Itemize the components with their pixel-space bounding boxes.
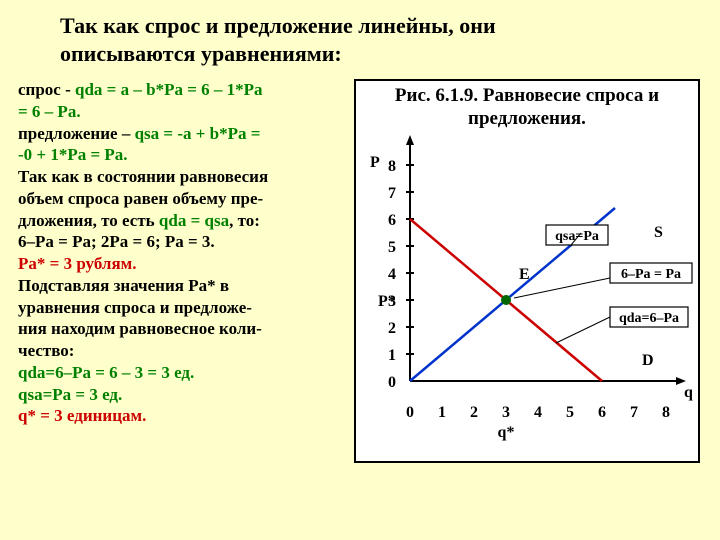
right-chart: Рис. 6.1.9. Равновесие спроса и предложе…: [348, 79, 706, 427]
p3: дложения, то есть qda = qsa, то:: [18, 210, 348, 232]
svg-text:6: 6: [388, 212, 396, 229]
svg-text:1: 1: [388, 347, 396, 364]
svg-text:6: 6: [598, 404, 606, 421]
svg-text:qsa=Pa: qsa=Pa: [555, 229, 599, 244]
content-row: спрос - qda = a – b*Pa = 6 – 1*Pa = 6 – …: [0, 73, 720, 427]
svg-text:0: 0: [388, 374, 396, 391]
t: спрос -: [18, 80, 75, 99]
result-pstar: Pa* = 3 рублям.: [18, 253, 348, 275]
title-line2: описываются уравнениями:: [60, 41, 342, 66]
p2: предложение – qsa = -a + b*Pa =: [18, 123, 348, 145]
svg-text:8: 8: [388, 158, 396, 175]
result-qsa: qsa=Pa = 3 ед.: [18, 384, 348, 406]
chart-svg: 1 2 4 5 6 7 8 0 P* 3 P 0 1: [356, 133, 698, 461]
svg-text:8: 8: [662, 404, 670, 421]
equilibrium-label: E: [519, 266, 530, 283]
svg-text:5: 5: [388, 239, 396, 256]
svg-text:6–Pa = Pa: 6–Pa = Pa: [621, 267, 681, 282]
svg-text:3: 3: [388, 293, 396, 310]
page-title: Так как спрос и предложение линейны, они…: [0, 0, 720, 73]
x-ticks: 0 1 2 3 4 5 6 7 8: [406, 404, 670, 421]
annot-D: D: [642, 352, 654, 369]
t: предложение –: [18, 124, 135, 143]
annot-qsa: qsa=Pa: [546, 225, 608, 245]
formula-demand-2: = 6 – Pa.: [18, 101, 348, 123]
t: 6–Pa = Pa; 2Pa = 6; Pa = 3.: [18, 231, 348, 253]
q-star-label: q*: [498, 424, 515, 441]
svg-text:1: 1: [438, 404, 446, 421]
title-line1: Так как спрос и предложение линейны, они: [60, 13, 496, 38]
annot-qda: qda=6–Pa: [556, 307, 688, 343]
formula-supply: qsa = -a + b*Pa =: [135, 124, 261, 143]
svg-text:qda=6–Pa: qda=6–Pa: [619, 311, 679, 326]
annot-S: S: [654, 224, 663, 241]
chart-title: Рис. 6.1.9. Равновесие спроса и предложе…: [356, 81, 698, 131]
p1: спрос - qda = a – b*Pa = 6 – 1*Pa: [18, 79, 348, 101]
result-qda: qda=6–Pa = 6 – 3 = 3 ед.: [18, 362, 348, 384]
svg-text:2: 2: [470, 404, 478, 421]
t: дложения, то есть: [18, 211, 159, 230]
t: уравнения спроса и предложе-: [18, 297, 348, 319]
equilibrium-point: [501, 295, 511, 305]
t: чество:: [18, 340, 348, 362]
svg-text:3: 3: [502, 404, 510, 421]
svg-text:4: 4: [388, 266, 396, 283]
svg-text:0: 0: [406, 404, 414, 421]
formula-eq: qda = qsa: [159, 211, 229, 230]
svg-text:4: 4: [534, 404, 542, 421]
svg-text:7: 7: [630, 404, 638, 421]
left-text: спрос - qda = a – b*Pa = 6 – 1*Pa = 6 – …: [18, 79, 348, 427]
chart-container: Рис. 6.1.9. Равновесие спроса и предложе…: [354, 79, 700, 463]
t: Так как в состоянии равновесия: [18, 166, 348, 188]
annot-6pa: 6–Pa = Pa: [514, 263, 692, 298]
x-axis-label: q: [684, 384, 693, 401]
formula-supply-2: -0 + 1*Pa = Pa.: [18, 144, 348, 166]
y-axis-label: P: [370, 154, 380, 171]
t: Подставляя значения Pa* в: [18, 275, 348, 297]
svg-text:7: 7: [388, 185, 396, 202]
formula-demand: qda = a – b*Pa = 6 – 1*Pa: [75, 80, 263, 99]
t: ния находим равновесное коли-: [18, 318, 348, 340]
svg-text:2: 2: [388, 320, 396, 337]
svg-text:5: 5: [566, 404, 574, 421]
t: , то:: [229, 211, 260, 230]
t: объем спроса равен объему пре-: [18, 188, 348, 210]
result-qstar: q* = 3 единицам.: [18, 405, 348, 427]
